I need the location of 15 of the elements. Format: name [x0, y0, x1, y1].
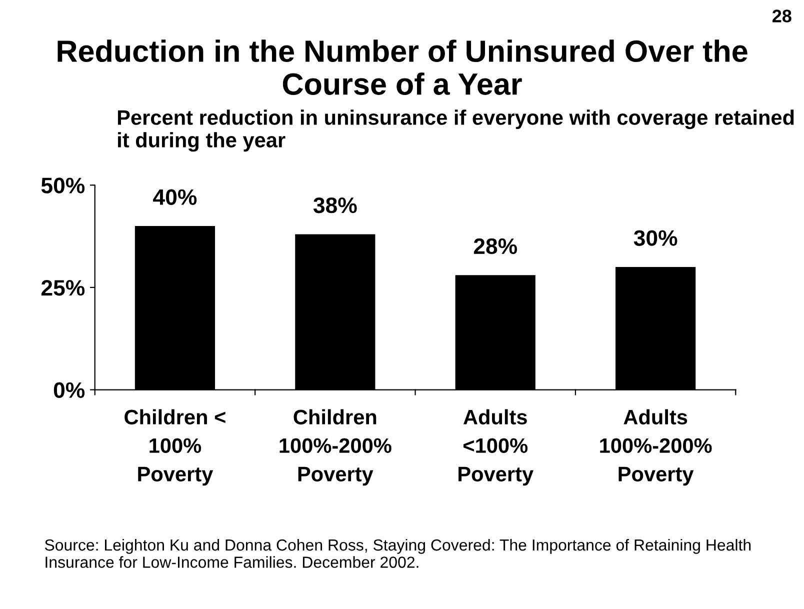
x-tick-label: Children 100%-200% Poverty	[280, 409, 392, 486]
data-label: 28%	[474, 238, 518, 254]
x-tick-label: Children < 100% Poverty	[124, 409, 226, 486]
data-label: 30%	[634, 230, 678, 246]
chart-title: Reduction in the Number of Uninsured Over the Course of a Year	[58, 40, 748, 95]
chart-subtitle: Percent reduction in uninsurance if everyone with coverage retained it during the year	[118, 110, 794, 152]
x-tick-label: Adults 100%-200% Poverty	[600, 409, 712, 486]
y-tick-label: 0%	[54, 382, 85, 398]
data-label: 40%	[153, 189, 197, 205]
data-label: 38%	[313, 197, 357, 214]
y-tick-label: 25%	[41, 280, 85, 296]
source-note: Source: Leighton Ku and Donna Cohen Ross, Staying Covered: The Importance of Retaining Health Insurance for Low-Income Families. December 2002.	[44, 538, 751, 568]
x-tick-label: Adults <100% Poverty	[458, 409, 534, 486]
y-tick-label: 50%	[41, 178, 85, 194]
text: 28	[772, 10, 792, 22]
